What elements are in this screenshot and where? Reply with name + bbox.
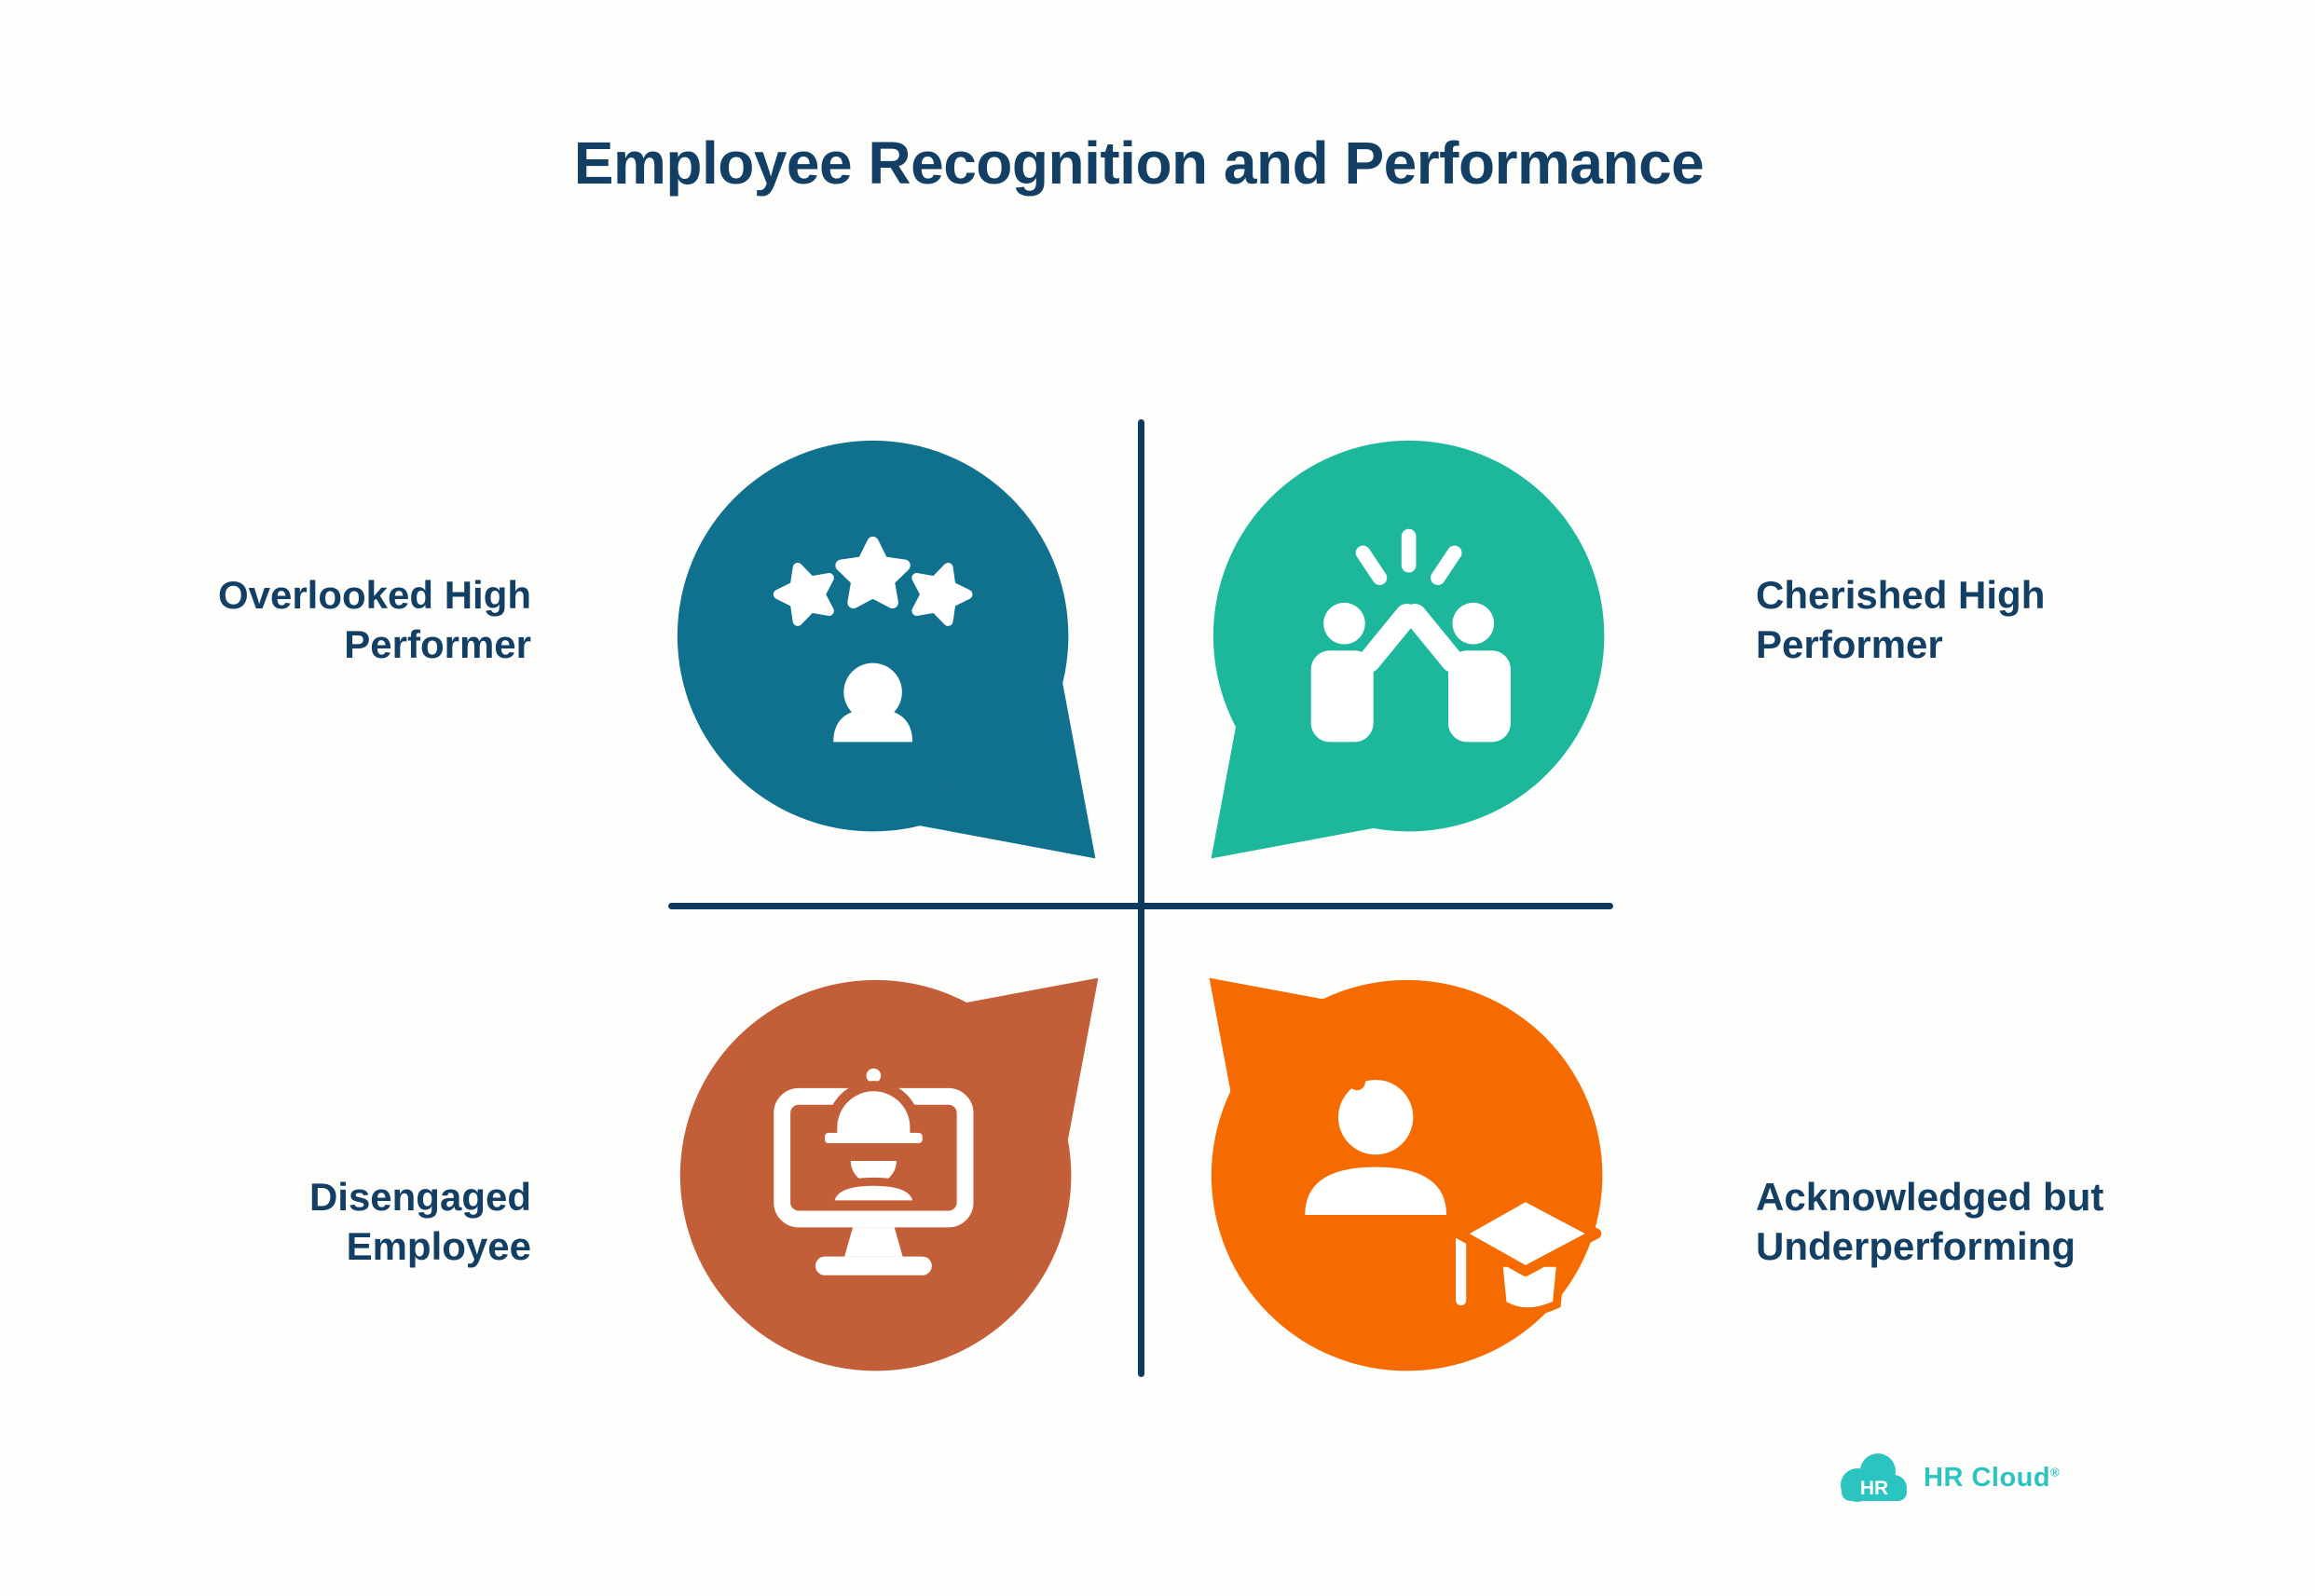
label-overlooked-high-performer: Overlooked High Performer (121, 570, 531, 669)
worker-on-monitor-icon (774, 1059, 974, 1275)
stars-rating-person-icon (773, 536, 973, 743)
mortarboard (1453, 1191, 1602, 1276)
speech-bubble-top-left (677, 440, 1096, 859)
axis-vertical-line (1138, 419, 1144, 1377)
cloud-icon: HR (1841, 1453, 1907, 1502)
page-title: Employee Recognition and Performance (573, 130, 1705, 197)
label-line: Acknowledged but (1756, 1175, 2104, 1219)
logo-wordmark: HR Cloud® (1924, 1463, 2060, 1494)
person-head (1337, 1079, 1414, 1155)
label-acknowledged-but-underperforming: Acknowledged but Underperforming (1756, 1172, 2315, 1271)
label-line: Overlooked High (217, 573, 531, 617)
person-bust (1305, 1166, 1447, 1216)
speech-bubble-bottom-left (679, 977, 1099, 1371)
label-cherished-high-performer: Cherished High Performer (1756, 570, 2278, 669)
person-body (1448, 650, 1511, 743)
bubble-tail (1211, 669, 1401, 859)
bubble-tail (906, 669, 1096, 859)
bubble-tail (1209, 977, 1399, 1167)
hr-cloud-logo: HR HR Cloud® (1834, 1448, 2060, 1507)
bubble-circle (677, 440, 1069, 832)
label-line: Employee (346, 1224, 531, 1268)
monitor-base (815, 1256, 932, 1275)
person-graduation-cap-icon (1305, 1073, 1602, 1316)
cap-band (1493, 1258, 1566, 1316)
person-head (1323, 602, 1365, 645)
axis-horizontal-line (668, 903, 1613, 909)
label-line: Disengaged (308, 1175, 531, 1219)
bubble-tail (909, 977, 1099, 1167)
label-line: Underperforming (1756, 1224, 2076, 1268)
hard-hat (814, 1081, 933, 1154)
registered-mark: ® (2050, 1464, 2061, 1479)
person-head (843, 662, 902, 722)
star-icon (835, 536, 911, 609)
speech-bubble-bottom-right (1209, 977, 1603, 1371)
cloud-base (1842, 1483, 1907, 1501)
person-body (1310, 650, 1374, 743)
label-line: Cherished High (1756, 573, 2046, 617)
raised-arm (1357, 604, 1418, 673)
star-icon (773, 563, 834, 626)
person-head (1452, 602, 1495, 645)
sparkle-line (1355, 545, 1388, 585)
label-disengaged-employee: Disengaged Employee (121, 1172, 531, 1271)
speech-bubble-top-right (1211, 440, 1605, 859)
label-line: Performer (1756, 622, 1943, 666)
sparkle-line (1431, 545, 1462, 585)
raised-arm (1404, 604, 1464, 673)
label-line: Performer (344, 622, 531, 666)
star-icon (911, 563, 973, 626)
logo-badge-text: HR (1860, 1478, 1888, 1499)
hair-notch (1349, 1073, 1365, 1091)
person-body (833, 708, 913, 743)
high-five-icon (1310, 528, 1511, 743)
monitor-stand (844, 1227, 903, 1257)
worker-shoulders (826, 1177, 922, 1209)
logo-wordmark-text: HR Cloud (1924, 1462, 2051, 1493)
